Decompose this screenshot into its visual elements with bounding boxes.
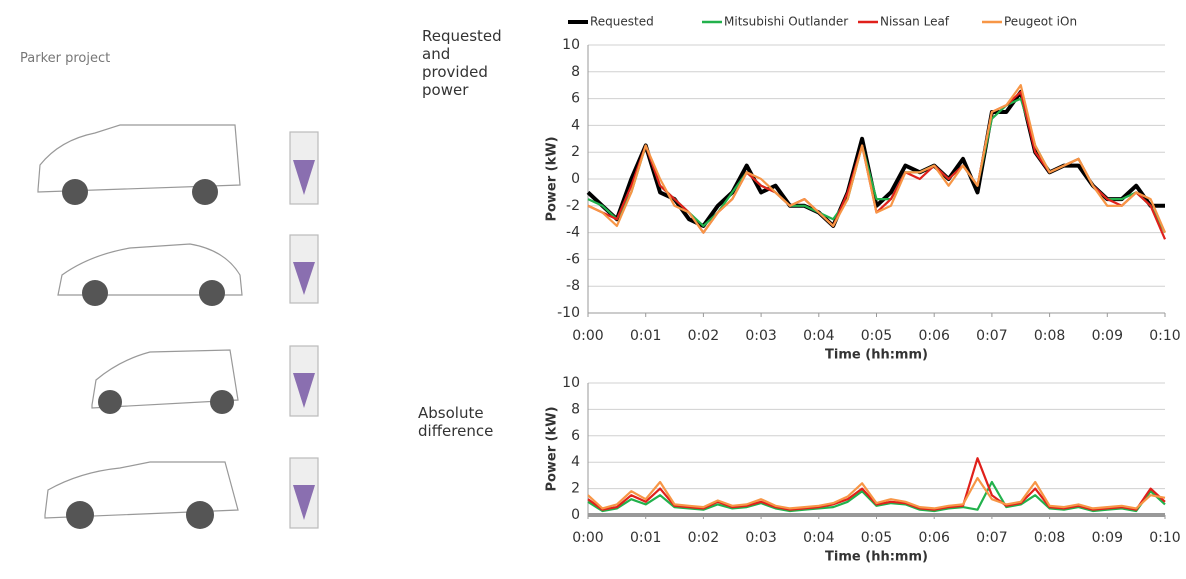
series-line [587,457,1166,511]
x-tick-label: 0:01 [630,530,661,546]
x-tick-label: 0:05 [861,530,892,546]
car-leaf [57,243,243,296]
car-ion [91,349,239,409]
series-line [587,476,1166,510]
y-tick-label: 6 [571,428,580,444]
car-outlander [44,461,239,519]
y-tick-label: 2 [571,481,580,497]
legend-label: Nissan Leaf [880,15,950,29]
x-tick-label: 0:04 [803,530,835,546]
series-line [587,480,1166,513]
y-tick-label: -6 [566,251,580,267]
y-tick-label: 10 [562,375,580,391]
x-tick-label: 0:08 [1034,530,1065,546]
page-title: Parker project [20,51,111,66]
legend-label: Mitsubishi Outlander [724,15,848,29]
series-line [587,84,1167,234]
y-tick-label: -8 [566,278,580,294]
x-tick-label: 0:09 [1092,328,1123,344]
x-tick-label: 0:06 [918,328,950,344]
x-tick-label: 0:00 [572,530,603,546]
y-tick-label: 8 [571,64,580,80]
x-tick-label: 0:03 [745,530,776,546]
vehicles [37,124,319,529]
y-tick-label: 0 [571,507,580,523]
x-tick-label: 0:02 [688,328,719,344]
y-tick-label: 6 [571,91,580,107]
legend-label: Peugeot iOn [1004,15,1077,29]
x-tick-label: 0:05 [861,328,892,344]
x-tick-label: 0:07 [976,328,1007,344]
car-van [37,124,241,193]
x-axis-label: Time (hh:mm) [825,550,928,565]
y-tick-label: 4 [571,454,580,470]
series-line [586,89,1165,228]
chart-title: Absolute difference [418,404,494,440]
x-tick-label: 0:03 [745,328,776,344]
x-tick-label: 0:10 [1149,530,1180,546]
x-axis-label: Time (hh:mm) [825,348,928,363]
x-tick-label: 0:08 [1034,328,1065,344]
y-tick-label: -2 [566,198,580,214]
legend-label: Requested [590,15,654,29]
x-tick-label: 0:04 [803,328,835,344]
chart-title: Requested and provided power [422,27,502,99]
x-tick-label: 0:01 [630,328,661,344]
y-tick-label: 2 [571,144,580,160]
x-tick-label: 0:07 [976,530,1007,546]
y-axis-label: Power (kW) [545,406,560,491]
y-tick-label: 0 [571,171,580,187]
y-axis-label: Power (kW) [545,136,560,221]
x-tick-label: 0:00 [572,328,603,344]
y-tick-label: 8 [571,401,580,417]
x-tick-label: 0:02 [688,530,719,546]
x-tick-label: 0:09 [1092,530,1123,546]
y-tick-label: 4 [571,117,580,133]
y-tick-label: -4 [566,225,580,241]
x-tick-label: 0:10 [1149,328,1180,344]
y-tick-label: -10 [557,305,580,321]
y-tick-label: 10 [562,37,580,53]
x-tick-label: 0:06 [918,530,950,546]
